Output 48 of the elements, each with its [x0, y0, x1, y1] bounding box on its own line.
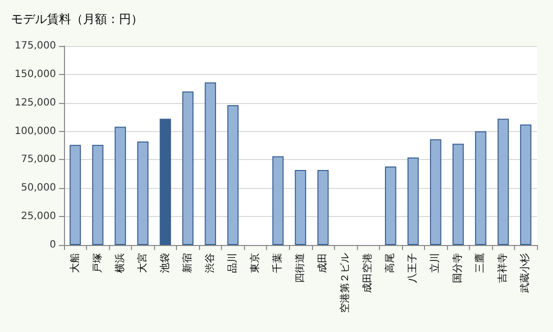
bar: [384, 166, 396, 245]
bar: [92, 144, 104, 245]
y-tick-label: 100,000: [14, 126, 56, 137]
y-tick-label: 25,000: [21, 211, 56, 222]
x-tick-label: 空港第２ビル: [339, 253, 352, 313]
bar: [430, 139, 442, 245]
y-tick-label: 50,000: [21, 182, 56, 194]
x-tick-label: 大宮: [136, 253, 148, 273]
x-tick-label: 武蔵小杉: [519, 253, 532, 293]
bar: [204, 82, 216, 245]
bar: [294, 170, 306, 245]
y-tick-label: 0: [50, 240, 56, 250]
bar: [160, 118, 171, 245]
x-tick-label: 品川: [226, 253, 238, 273]
chart-title: モデル賃料（月額：円）: [11, 12, 143, 26]
x-tick-label: 国分寺: [452, 253, 464, 283]
x-tick-label: 新宿: [181, 253, 194, 273]
bar: [498, 118, 509, 245]
bar: [227, 105, 239, 245]
bar: [182, 91, 194, 245]
y-tick-label: 175,000: [14, 40, 56, 52]
x-tick-label: 戸塚: [91, 253, 104, 273]
x-tick-label: 大船: [68, 253, 81, 273]
bar: [317, 170, 329, 245]
bar: [475, 131, 486, 245]
x-tick-label: 吉祥寺: [496, 253, 509, 283]
x-tick-label: 八王子: [408, 253, 419, 283]
y-tick-label: 150,000: [14, 68, 56, 80]
x-tick-label: 高尾: [384, 253, 396, 273]
x-tick-label: 成田: [316, 253, 329, 273]
x-tick-label: 横浜: [114, 253, 126, 273]
x-tick-label: 立川: [429, 253, 442, 273]
bar: [520, 124, 532, 245]
x-tick-label: 池袋: [158, 253, 171, 273]
x-tick-label: 三鷹: [474, 253, 486, 273]
x-tick-label: 四街道: [294, 253, 306, 283]
bar: [70, 144, 81, 245]
x-tick-label: 東京: [248, 253, 261, 273]
bar: [407, 157, 419, 245]
x-tick-label: 渋谷: [204, 253, 216, 273]
bar: [114, 126, 126, 245]
y-tick-label: 75,000: [21, 154, 56, 166]
x-tick-label: 千葉: [271, 253, 284, 273]
y-tick-label: 125,000: [14, 97, 56, 108]
bar: [137, 142, 148, 245]
x-tick-label: 成田空港: [362, 253, 374, 293]
bar: [452, 144, 464, 245]
bar: [272, 156, 284, 245]
